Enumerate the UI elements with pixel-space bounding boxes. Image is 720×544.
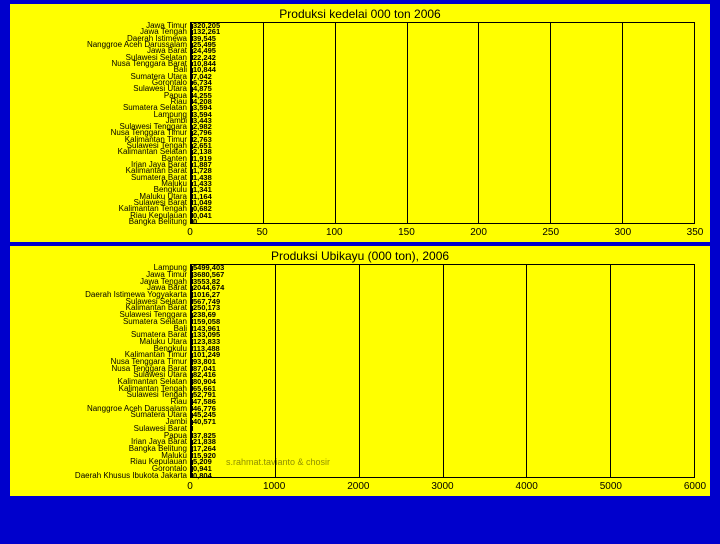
gridline <box>610 265 611 477</box>
category-label: Bangka Belitung <box>129 219 187 225</box>
category-label: Daerah Khusus Ibukota Jakarta <box>75 473 187 479</box>
gridline <box>359 265 360 477</box>
xtick-label: 4000 <box>516 481 538 492</box>
xtick-label: 350 <box>687 227 704 238</box>
plot-area-ubikayu: s.rahmat.tavianto & chosir Lampung5499,4… <box>190 264 695 478</box>
xtick-label: 5000 <box>600 481 622 492</box>
value-label: 40,571 <box>193 419 216 425</box>
chart-ubikayu: Produksi Ubikayu (000 ton), 2006 s.rahma… <box>10 246 710 496</box>
xtick-label: 250 <box>542 227 559 238</box>
xtick-label: 300 <box>615 227 632 238</box>
gridline <box>622 23 623 223</box>
xtick-label: 1000 <box>263 481 285 492</box>
xtick-label: 0 <box>187 227 193 238</box>
gridline <box>407 23 408 223</box>
xtick-label: 6000 <box>684 481 706 492</box>
gridline <box>550 23 551 223</box>
gridline <box>335 23 336 223</box>
gridline <box>694 23 695 223</box>
xtick-label: 0 <box>187 481 193 492</box>
gridline <box>443 265 444 477</box>
chart-title: Produksi Ubikayu (000 ton), 2006 <box>10 246 710 264</box>
gridline <box>263 23 264 223</box>
gridline <box>526 265 527 477</box>
xtick-label: 100 <box>326 227 343 238</box>
xaxis-ubikayu: 0100020003000400050006000 <box>190 478 695 496</box>
gridline <box>478 23 479 223</box>
xtick-label: 200 <box>470 227 487 238</box>
gridline <box>275 265 276 477</box>
xtick-label: 50 <box>257 227 268 238</box>
watermark-text: s.rahmat.tavianto & chosir <box>226 457 330 467</box>
gridline <box>694 265 695 477</box>
chart-title: Produksi kedelai 000 ton 2006 <box>10 4 710 22</box>
xtick-label: 3000 <box>431 481 453 492</box>
xtick-label: 2000 <box>347 481 369 492</box>
xaxis-kedelai: 050100150200250300350 <box>190 224 695 242</box>
chart-kedelai: Produksi kedelai 000 ton 2006 Jawa Timur… <box>10 4 710 242</box>
xtick-label: 150 <box>398 227 415 238</box>
plot-area-kedelai: Jawa Timur320,205Jawa Tengah132,261Daera… <box>190 22 695 224</box>
